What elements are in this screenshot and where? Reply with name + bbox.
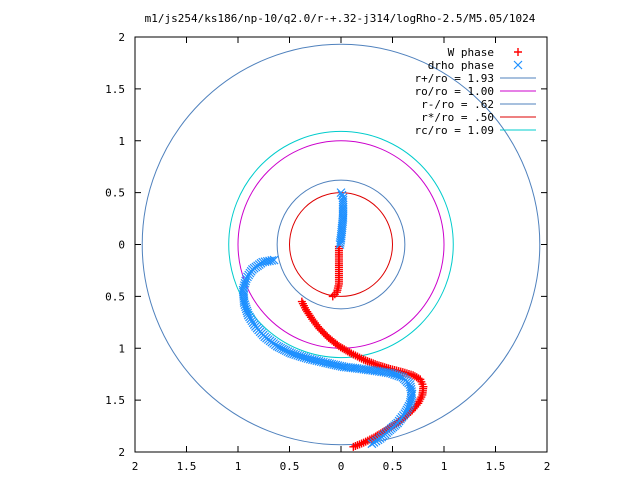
legend-entry: ro/ro = 1.00 (415, 85, 536, 98)
series-drho-phase (238, 188, 417, 449)
ring-r-ro-62 (276, 179, 406, 310)
x-tick-label: 2 (544, 460, 551, 473)
legend-label: ro/ro = 1.00 (415, 85, 494, 98)
ring-r-ro-50 (289, 192, 393, 297)
legend-label: r*/ro = .50 (421, 111, 494, 124)
x-tick-label: 2 (132, 460, 139, 473)
chart-title: m1/js254/ks186/np-10/q2.0/r-+.32-j314/lo… (145, 12, 536, 25)
legend-entry: r*/ro = .50 (421, 111, 536, 124)
legend-label: r-/ro = .62 (421, 98, 494, 111)
x-tick-label: 1.5 (486, 460, 506, 473)
x-tick-label: 0 (338, 460, 345, 473)
legend-swatch (514, 48, 522, 56)
ring-r-ro-1-93 (141, 43, 541, 446)
legend-entry: W phase (448, 46, 522, 59)
legend-label: drho phase (428, 59, 494, 72)
y-tick-label: 0.5 (105, 290, 125, 303)
y-tick-label: 2 (118, 446, 125, 459)
legend-entry: r+/ro = 1.93 (415, 72, 536, 85)
x-tick-label: 1 (235, 460, 242, 473)
series-w-phase (297, 242, 428, 451)
y-tick-label: 0 (118, 239, 125, 252)
y-tick-label: 2 (118, 31, 125, 44)
x-tick-label: 1.5 (177, 460, 197, 473)
y-tick-label: 0.5 (105, 187, 125, 200)
y-tick-label: 1 (118, 342, 125, 355)
x-tick-label: 1 (441, 460, 448, 473)
y-tick-label: 1 (118, 135, 125, 148)
legend-entry: r-/ro = .62 (421, 98, 536, 111)
legend-entry: drho phase (428, 59, 523, 72)
tick-layer: 2 1.5 1 0.5 0 0.5 1 1.5 221.510.500.511.52 (105, 31, 550, 473)
y-tick-label: 1.5 (105, 394, 125, 407)
point-layer (238, 188, 428, 451)
legend-label: rc/ro = 1.09 (415, 124, 494, 137)
legend-swatch (513, 60, 523, 70)
y-tick-label: 1.5 (105, 83, 125, 96)
x-tick-label: 0.5 (280, 460, 300, 473)
legend-label: r+/ro = 1.93 (415, 72, 494, 85)
x-tick-label: 0.5 (383, 460, 403, 473)
legend-entry: rc/ro = 1.09 (415, 124, 536, 137)
legend-label: W phase (448, 46, 494, 59)
ring-ro-ro-1-00 (237, 140, 445, 349)
ring-rc-ro-1-09 (228, 130, 454, 359)
